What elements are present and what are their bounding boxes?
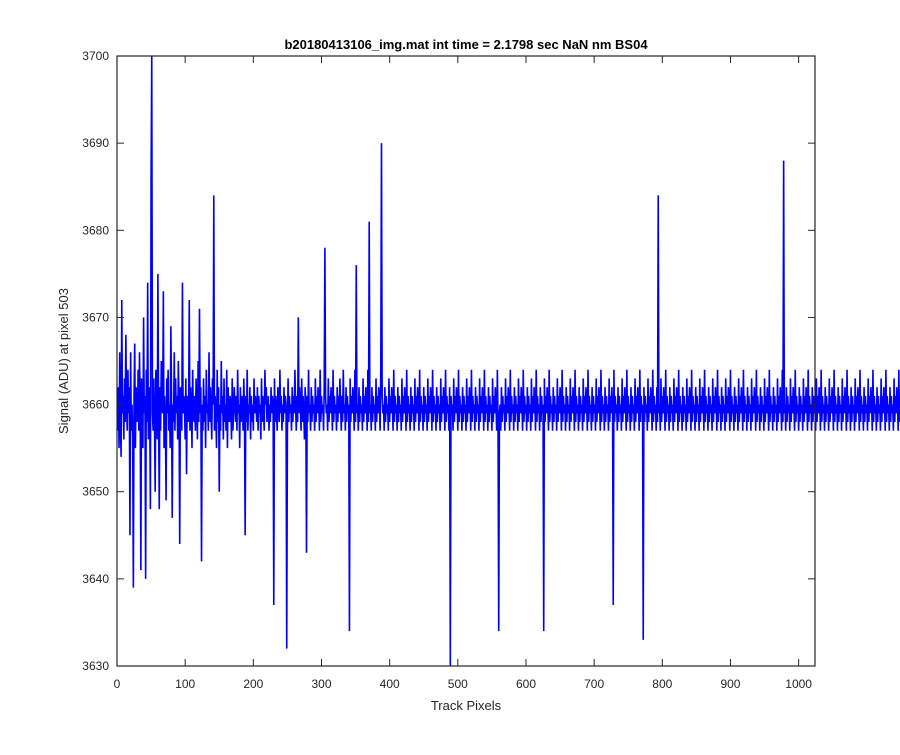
y-tick-label: 3680 bbox=[82, 223, 109, 237]
x-tick-label: 700 bbox=[584, 677, 604, 691]
x-tick-label: 800 bbox=[652, 677, 672, 691]
y-tick-label: 3670 bbox=[82, 310, 109, 324]
y-tick-labels: 3630 3640 3650 3660 3670 3680 3690 3700 bbox=[82, 49, 109, 673]
y-tick-label: 3650 bbox=[82, 485, 109, 499]
x-tick-label: 0 bbox=[114, 677, 121, 691]
x-tick-label: 1000 bbox=[785, 677, 812, 691]
x-tick-label: 200 bbox=[243, 677, 263, 691]
y-tick-label: 3630 bbox=[82, 659, 109, 673]
x-tick-label: 900 bbox=[720, 677, 740, 691]
x-tick-labels: 0 100 200 300 400 500 600 700 800 900 1000 bbox=[114, 677, 813, 691]
x-tick-label: 500 bbox=[448, 677, 468, 691]
y-tick-label: 3700 bbox=[82, 49, 109, 63]
x-tick-label: 100 bbox=[175, 677, 195, 691]
chart-title: b20180413106_img.mat int time = 2.1798 s… bbox=[284, 37, 648, 52]
x-tick-label: 400 bbox=[380, 677, 400, 691]
y-axis-label: Signal (ADU) at pixel 503 bbox=[56, 288, 71, 434]
x-tick-label: 300 bbox=[311, 677, 331, 691]
series-line-0 bbox=[116, 55, 900, 667]
axes-box bbox=[116, 55, 816, 667]
axes-group bbox=[116, 55, 816, 667]
y-tick-label: 3640 bbox=[82, 572, 109, 586]
y-tick-label: 3660 bbox=[82, 398, 109, 412]
x-axis-label: Track Pixels bbox=[431, 698, 502, 713]
y-tick-label: 3690 bbox=[82, 136, 109, 150]
series-group bbox=[116, 55, 900, 667]
x-tick-label: 600 bbox=[516, 677, 536, 691]
plot-area bbox=[117, 56, 815, 666]
